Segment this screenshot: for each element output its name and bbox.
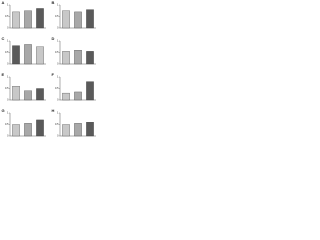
- bar: [62, 92, 70, 101]
- y-tick-label: 1: [57, 76, 59, 79]
- y-tick-label: 0: [57, 27, 59, 30]
- page: {"chart_data": [ {"type": "bar", "panel"…: [0, 0, 99, 144]
- y-tick-label: 1: [57, 112, 59, 115]
- bar: [74, 91, 82, 101]
- bar: [12, 45, 20, 65]
- bar: [74, 11, 82, 29]
- y-tick-label: 1: [7, 76, 9, 79]
- bar: [12, 86, 20, 101]
- bar: [24, 90, 32, 101]
- bar: [24, 123, 32, 137]
- y-tick-label: 0.5: [55, 123, 59, 126]
- panel-label: F: [52, 72, 55, 77]
- y-tick-label: 0.5: [5, 87, 9, 90]
- y-tick-label: 0: [7, 135, 9, 138]
- y-tick-label: 0: [57, 63, 59, 66]
- y-tick-label: 0.5: [5, 51, 9, 54]
- bar: [24, 10, 32, 29]
- bar: [12, 11, 20, 29]
- y-tick-label: 0.5: [5, 15, 9, 18]
- bar: [62, 51, 70, 65]
- y-tick-label: 0.5: [55, 51, 59, 54]
- bar: [62, 124, 70, 137]
- panel-label: B: [52, 0, 55, 5]
- y-tick-label: 0: [7, 27, 9, 30]
- y-tick-label: 0: [57, 99, 59, 102]
- bar: [62, 10, 70, 29]
- bar: [24, 44, 32, 65]
- y-tick-label: 0.5: [5, 123, 9, 126]
- panel-label: E: [2, 72, 5, 77]
- bar: [12, 124, 20, 137]
- bar: [86, 51, 94, 65]
- bar: [86, 9, 94, 29]
- panel-label: D: [52, 36, 55, 41]
- panel-label: G: [2, 108, 5, 113]
- y-tick-label: 0.5: [55, 87, 59, 90]
- y-tick-label: 1: [7, 112, 9, 115]
- panel-label: A: [2, 0, 5, 5]
- y-tick-label: 1: [57, 40, 59, 43]
- y-tick-label: 0: [7, 99, 9, 102]
- y-tick-label: 0: [7, 63, 9, 66]
- bar: [36, 8, 44, 29]
- figure: A00.51B00.51C00.51D00.51E00.51F00.51G00.…: [2, 0, 96, 138]
- panel-label: H: [52, 108, 55, 113]
- bar: [86, 122, 94, 137]
- bar: [74, 123, 82, 137]
- y-tick-label: 1: [7, 4, 9, 7]
- y-tick-label: 1: [7, 40, 9, 43]
- bar: [86, 81, 94, 101]
- bar: [36, 119, 44, 137]
- y-tick-label: 0: [57, 135, 59, 138]
- bar: [36, 88, 44, 101]
- bar: [36, 46, 44, 65]
- panel-label: C: [2, 36, 5, 41]
- y-tick-label: 1: [57, 4, 59, 7]
- y-tick-label: 0.5: [55, 15, 59, 18]
- bar: [74, 50, 82, 65]
